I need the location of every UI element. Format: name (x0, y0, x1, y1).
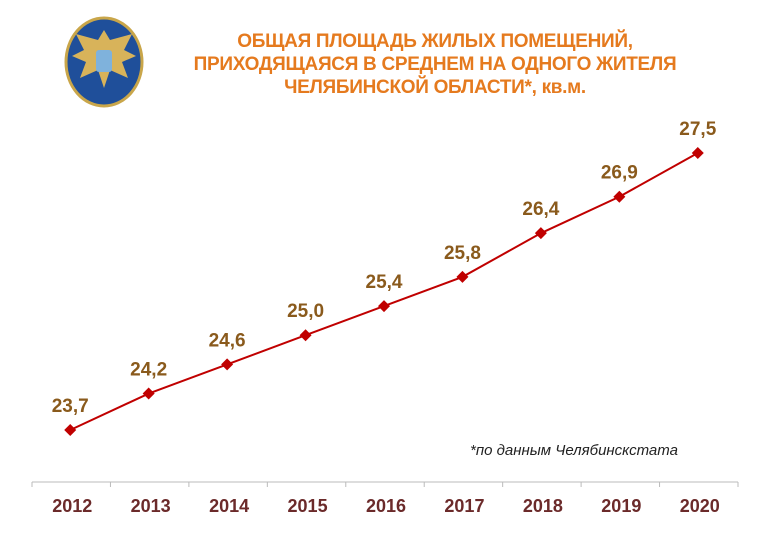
data-point (299, 329, 312, 342)
data-label: 25,0 (287, 301, 324, 322)
data-label: 26,9 (601, 163, 638, 184)
data-label: 27,5 (679, 119, 716, 140)
x-tick-label: 2014 (209, 496, 249, 516)
data-point (142, 387, 155, 400)
data-point (691, 146, 704, 159)
x-tick-label: 2016 (366, 496, 406, 516)
data-label: 24,2 (130, 360, 167, 381)
data-point (613, 190, 626, 203)
x-tick-label: 2015 (288, 496, 328, 516)
data-label: 25,8 (444, 243, 481, 264)
data-point (221, 358, 234, 371)
data-point (534, 227, 547, 240)
source-note: *по данным Челябинскстата (470, 442, 678, 459)
data-label: 23,7 (52, 396, 89, 417)
data-label: 24,6 (209, 330, 246, 351)
x-tick-label: 2017 (444, 496, 484, 516)
x-tick-label: 2018 (523, 496, 563, 516)
data-point (456, 270, 469, 283)
x-tick-label: 2020 (680, 496, 720, 516)
data-label: 26,4 (522, 199, 559, 220)
data-point (378, 300, 390, 313)
x-tick-label: 2013 (131, 496, 171, 516)
data-label: 25,4 (366, 272, 403, 293)
chart-title: ОБЩАЯ ПЛОЩАДЬ ЖИЛЫХ ПОМЕЩЕНИЙ, ПРИХОДЯЩА… (150, 30, 720, 99)
title-line: ЧЕЛЯБИНСКОЙ ОБЛАСТИ*, кв.м. (284, 77, 586, 98)
title-line: ОБЩАЯ ПЛОЩАДЬ ЖИЛЫХ ПОМЕЩЕНИЙ, (237, 31, 633, 52)
x-tick-label: 2019 (601, 496, 641, 516)
title-line: ПРИХОДЯЩАЯСЯ В СРЕДНЕМ НА ОДНОГО ЖИТЕЛЯ (193, 54, 677, 75)
data-point (64, 424, 77, 436)
x-tick-label: 2012 (52, 496, 92, 516)
